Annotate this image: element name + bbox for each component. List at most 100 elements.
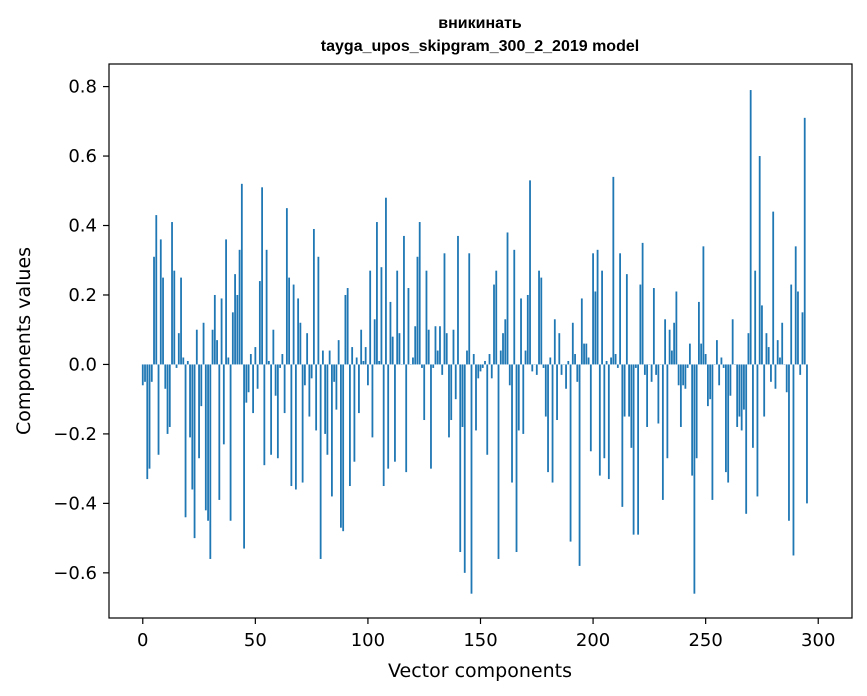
- bar-169: [522, 364, 525, 434]
- bar-50: [254, 347, 257, 365]
- bar-89: [342, 364, 345, 532]
- bar-1: [144, 364, 146, 382]
- bar-55: [265, 249, 268, 365]
- bar-161: [504, 319, 507, 365]
- bar-46: [245, 364, 248, 403]
- bar-282: [776, 340, 779, 365]
- bar-242: [686, 364, 689, 368]
- bar-134: [443, 253, 446, 365]
- y-axis-label: Components values: [13, 247, 35, 435]
- chart-title: вникинать: [438, 15, 522, 32]
- bar-129: [432, 364, 435, 368]
- bar-121: [414, 326, 417, 365]
- bar-75: [310, 364, 313, 379]
- bar-86: [335, 364, 338, 410]
- bar-168: [520, 298, 522, 365]
- bar-179: [544, 364, 547, 417]
- bar-201: [594, 291, 597, 365]
- y-tick-label: 0.6: [68, 146, 97, 167]
- bar-287: [788, 364, 790, 521]
- bar-82: [326, 364, 329, 455]
- bar-90: [344, 294, 347, 365]
- bar-61: [279, 364, 282, 368]
- bar-74: [308, 364, 311, 417]
- bar-143: [463, 364, 466, 573]
- bar-216: [628, 364, 630, 417]
- bar-232: [664, 319, 667, 365]
- bar-62: [281, 354, 284, 365]
- bar-177: [540, 277, 543, 365]
- bar-100: [367, 364, 369, 386]
- bar-215: [625, 274, 628, 365]
- bar-235: [670, 350, 673, 365]
- bar-153: [486, 364, 489, 455]
- bar-295: [806, 364, 808, 504]
- bar-192: [574, 354, 576, 365]
- bar-249: [702, 246, 705, 365]
- bar-3: [148, 364, 151, 469]
- bar-150: [479, 364, 482, 372]
- bar-18: [182, 357, 185, 365]
- bar-290: [794, 246, 797, 365]
- bar-7: [157, 364, 160, 455]
- bar-0: [141, 364, 144, 386]
- bar-67: [292, 284, 295, 365]
- bar-45: [243, 364, 245, 549]
- bar-200: [592, 253, 594, 365]
- bar-211: [616, 364, 619, 368]
- bar-276: [763, 364, 766, 417]
- bar-281: [774, 364, 777, 389]
- bar-24: [195, 329, 198, 365]
- bar-269: [747, 333, 750, 365]
- bar-206: [605, 360, 608, 365]
- bar-182: [551, 364, 554, 483]
- bar-248: [700, 343, 703, 365]
- bar-151: [481, 364, 484, 368]
- bar-91: [346, 288, 349, 365]
- bar-78: [317, 256, 320, 365]
- bar-158: [497, 364, 500, 559]
- bar-171: [526, 294, 529, 365]
- bar-35: [220, 298, 223, 365]
- bar-57: [270, 364, 273, 455]
- bar-223: [643, 364, 646, 375]
- bar-275: [761, 305, 763, 365]
- bar-133: [441, 364, 444, 375]
- bar-127: [427, 329, 430, 365]
- bar-257: [720, 357, 723, 365]
- bar-164: [511, 364, 513, 483]
- bar-165: [513, 249, 516, 365]
- bar-83: [328, 350, 331, 365]
- bar-291: [797, 291, 799, 365]
- bar-51: [256, 364, 259, 389]
- bar-95: [355, 357, 358, 365]
- bar-260: [727, 364, 730, 483]
- bar-173: [531, 364, 534, 372]
- bar-294: [803, 117, 806, 365]
- bar-251: [707, 364, 709, 407]
- bar-19: [184, 364, 187, 518]
- bar-293: [801, 312, 804, 365]
- bar-288: [790, 284, 793, 365]
- bar-99: [364, 347, 367, 365]
- bar-267: [743, 364, 745, 410]
- bar-34: [218, 364, 221, 500]
- bar-184: [556, 364, 558, 421]
- bar-20: [186, 360, 189, 365]
- bar-101: [369, 270, 372, 365]
- bar-214: [623, 364, 626, 417]
- bar-68: [294, 364, 297, 490]
- y-tick-label: 0.0: [68, 354, 97, 375]
- bar-49: [252, 364, 254, 414]
- bar-85: [333, 364, 336, 382]
- bar-234: [668, 329, 671, 365]
- bar-23: [193, 364, 196, 539]
- bar-146: [470, 364, 473, 594]
- bar-33: [216, 340, 218, 365]
- bar-105: [378, 360, 381, 365]
- bar-9: [162, 277, 164, 365]
- bar-109: [387, 364, 390, 469]
- bar-259: [725, 364, 727, 473]
- bar-116: [403, 235, 405, 365]
- bar-72: [303, 364, 306, 386]
